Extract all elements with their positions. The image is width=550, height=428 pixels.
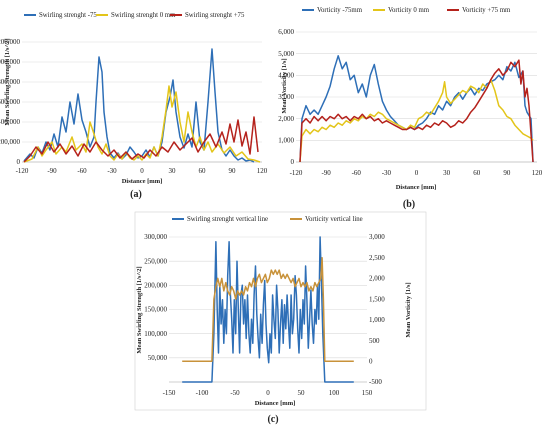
x-tick-label: -50	[230, 389, 240, 397]
y-right-tick-label: 3,000	[369, 233, 385, 241]
chart-a-x-axis-label: Distance [mm]	[122, 178, 163, 185]
chart-panel-b: 0 1,000 2,000 3,000 4,000 5,000 6,000 -120 -90 -…	[278, 7, 543, 210]
chart-panel-c: 50,000 100,000 150,000 200,000 250,000 300,00…	[134, 211, 427, 425]
legend-label: Vorticity -75mm	[317, 7, 363, 14]
y-tick-label: 600,000	[0, 98, 21, 106]
y-tick-label: 0	[291, 158, 295, 166]
x-tick-label: 50	[298, 389, 306, 397]
legend-label: Swirling strenght +75	[185, 12, 245, 19]
y-tick-label: 800,000	[0, 78, 21, 86]
chart-panel-a: 0 200,000 400,000 600,000 800,000 1,000,000 1,…	[0, 12, 268, 200]
y-tick-label: 1,200,000	[0, 38, 21, 46]
y-right-tick-label: 1,500	[369, 295, 385, 303]
legend-label: Vorticity +75 mm	[462, 7, 511, 14]
legend-label: Swirling strenght 0 mm	[111, 12, 176, 19]
x-tick-label: 150	[362, 389, 373, 397]
y-tick-label: 400,000	[0, 118, 21, 126]
y-right-tick-label: 1,000	[369, 316, 385, 324]
y-tick-label: 4,000	[278, 72, 294, 80]
series-line-c-1	[182, 256, 354, 363]
y-tick-label: 3,000	[278, 93, 294, 101]
y-tick-label: 150,000	[144, 306, 167, 314]
series-line-a-1	[23, 85, 261, 163]
x-tick-label: 0	[266, 389, 270, 397]
series-line-b-1	[299, 78, 534, 163]
y-tick-label: 5,000	[278, 50, 294, 58]
x-tick-label: 120	[257, 167, 268, 175]
x-tick-label: 60	[199, 167, 207, 175]
x-tick-label: 100	[329, 389, 340, 397]
x-tick-label: -30	[382, 169, 392, 177]
series-line-a-0	[23, 48, 255, 163]
x-tick-label: -90	[321, 169, 331, 177]
x-tick-label: 0	[140, 167, 144, 175]
chart-b-panel-label: (b)	[403, 199, 415, 210]
x-tick-label: -60	[77, 167, 87, 175]
y-right-tick-label: 2,500	[369, 254, 385, 262]
x-tick-label: 30	[169, 167, 177, 175]
y-tick-label: 50,000	[148, 354, 168, 362]
legend-label: Swirling strenght -75	[39, 12, 97, 19]
chart-c-y-axis-label: Mean Swirling Strength [1/s^2]	[136, 266, 143, 353]
x-tick-label: 120	[532, 169, 543, 177]
y-tick-label: 250,000	[144, 257, 167, 265]
series-line-b-2	[299, 59, 534, 163]
y-tick-label: 1,000,000	[0, 58, 21, 66]
y-tick-label: 1,000	[278, 137, 294, 145]
y-tick-label: 200,000	[0, 138, 21, 146]
y-tick-label: 6,000	[278, 28, 294, 36]
chart-a-y-axis-label: Mean Swirling Strength [1/s^2]	[4, 38, 11, 125]
y-right-tick-label: 500	[369, 337, 380, 345]
x-tick-label: 0	[415, 169, 419, 177]
x-tick-label: -90	[47, 167, 57, 175]
y-tick-label: 2,000	[278, 115, 294, 123]
chart-a-panel-label: (a)	[130, 189, 142, 200]
y-tick-label: 200,000	[144, 282, 167, 290]
series-line-b-0	[299, 55, 534, 163]
x-tick-label: 90	[229, 167, 237, 175]
legend-label: Vorticity vertical line	[305, 216, 363, 223]
x-tick-label: -60	[352, 169, 362, 177]
x-tick-label: -150	[163, 389, 176, 397]
y-tick-label: 300,000	[144, 233, 167, 241]
x-tick-label: 30	[443, 169, 451, 177]
series-line-c-0	[182, 236, 354, 383]
x-tick-label: -100	[196, 389, 209, 397]
legend-label: Vorticity 0 mm	[388, 7, 430, 14]
x-tick-label: -30	[107, 167, 117, 175]
chart-c-frame	[134, 211, 427, 411]
x-tick-label: -120	[290, 169, 303, 177]
y-tick-label: 0	[17, 158, 21, 166]
legend-label: Swirling strenght vertical line	[187, 216, 268, 223]
y-tick-label: 100,000	[144, 330, 167, 338]
chart-c-x-axis-label: Distance [mm]	[255, 400, 296, 407]
series-line-a-2	[23, 116, 259, 163]
chart-c-panel-label: (c)	[267, 414, 278, 425]
y-right-tick-label: -500	[369, 378, 382, 386]
chart-c-y-axis-label-right: Mean Vorticity [1/s]	[405, 282, 412, 337]
y-right-tick-label: 2,000	[369, 275, 385, 283]
x-tick-label: 60	[473, 169, 481, 177]
chart-b-x-axis-label: Distance [mm]	[396, 184, 437, 191]
chart-b-y-axis-label: Mean Vorticity [1/s]	[281, 58, 288, 113]
y-right-tick-label: 0	[369, 357, 373, 365]
x-tick-label: -120	[16, 167, 29, 175]
x-tick-label: 90	[503, 169, 511, 177]
